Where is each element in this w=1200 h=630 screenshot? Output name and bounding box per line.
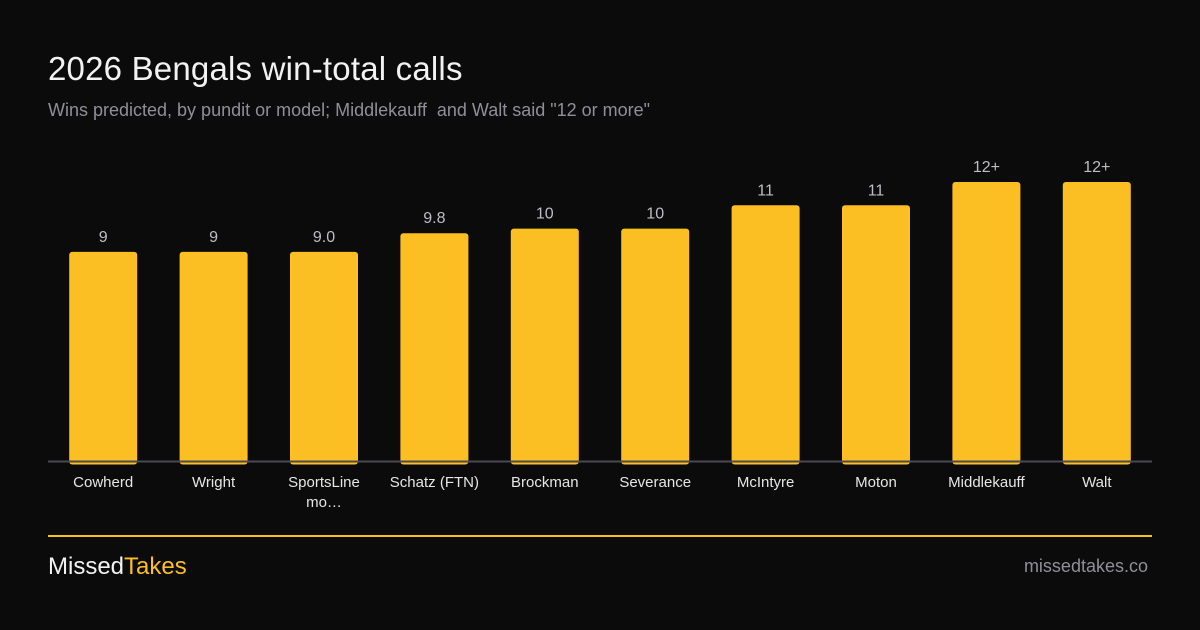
brand-name-part2: Takes [124,553,187,580]
data-label: 10 [536,206,554,223]
bar [69,251,138,465]
bar [400,233,469,465]
x-tick-label: Severance [619,474,691,491]
x-tick-label: SportsLine mo… [288,474,360,511]
x-tick-label: Walt [1082,474,1112,491]
brand-name-part1: Missed [48,553,125,580]
bar [1062,182,1131,465]
x-tick-label: Schatz (FTN) [390,474,479,491]
data-label: 9.0 [313,229,335,246]
data-label: 12+ [973,159,1000,176]
bar [290,251,358,465]
bar [510,228,579,465]
bar-chart: 9 Cowherd 9 Wright 9.0 SportsLine mo… 9.8 Schatz… [48,159,1152,511]
data-label: 11 [868,182,885,199]
chart-subtitle: Wins predicted, by pundit or model; Midd… [48,100,651,120]
site-url: missedtakes.co [1023,556,1148,576]
x-tick-label: Moton [855,474,897,491]
brand-logo: MissedTakes [48,553,187,581]
chart-title: 2026 Bengals win-total calls [48,50,463,87]
x-tick-label: McIntyre [737,474,795,491]
x-tick-label: Wright [192,474,236,491]
x-tick-label: Brockman [511,474,579,491]
footer-divider [48,535,1152,537]
bar [952,182,1021,465]
data-label: 12+ [1083,159,1110,176]
data-label: 11 [757,182,774,199]
bar [842,205,910,465]
data-label: 9 [209,229,218,246]
data-label: 10 [646,206,664,223]
data-label: 9 [99,229,108,246]
bar [621,228,690,465]
bar [179,251,248,465]
x-tick-label: Cowherd [73,474,133,491]
x-tick-label: Middlekauff [948,474,1025,491]
bar [731,205,800,465]
data-label: 9.8 [423,210,445,227]
